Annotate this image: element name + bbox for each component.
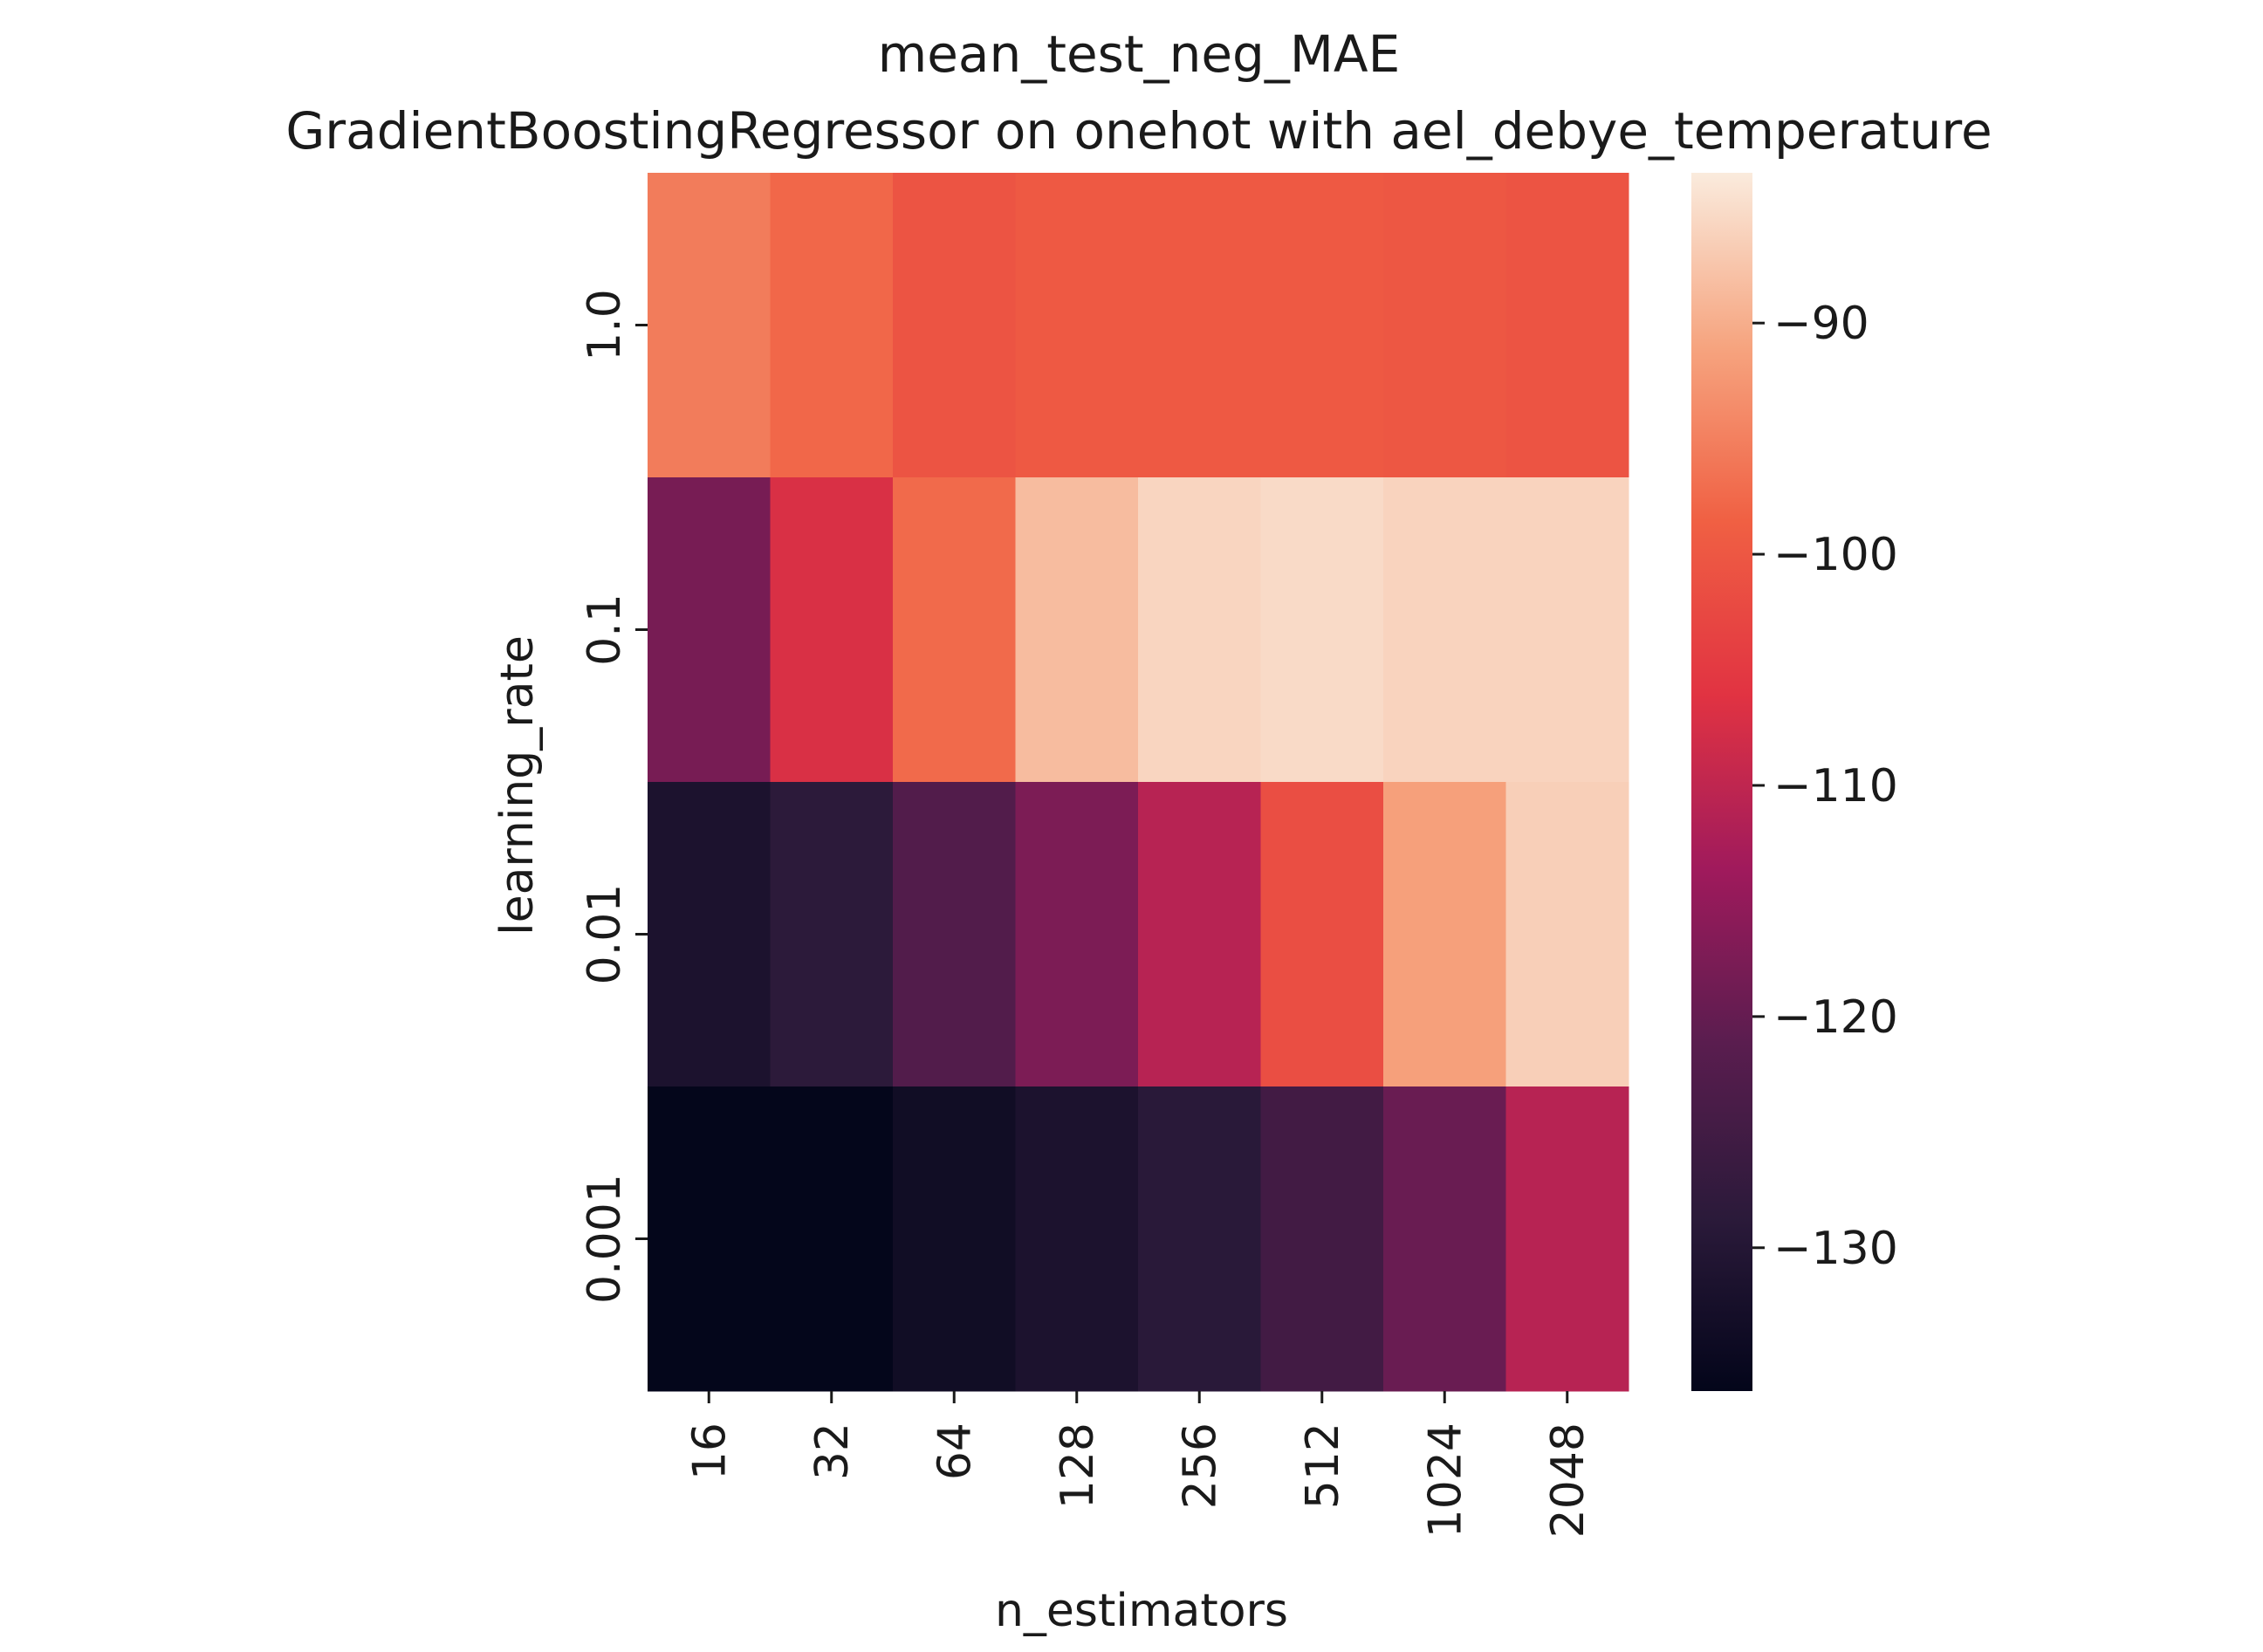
heatmap-cell xyxy=(1505,477,1629,783)
heatmap-cell xyxy=(1505,173,1629,478)
heatmap-cell xyxy=(648,782,771,1087)
x-tick-label: 32 xyxy=(806,1422,859,1480)
heatmap-cell xyxy=(1383,173,1506,478)
x-tick-label: 256 xyxy=(1174,1422,1226,1509)
colorbar-tick-label: −110 xyxy=(1773,760,1898,812)
y-tick-label: 0.01 xyxy=(579,884,631,985)
heatmap-cell xyxy=(1015,477,1139,783)
heatmap-cell xyxy=(1505,782,1629,1087)
heatmap-cell xyxy=(1260,173,1384,478)
chart-subtitle: GradientBoostingRegressor on onehot with… xyxy=(285,101,1992,161)
heatmap-cell xyxy=(770,173,894,478)
heatmap-cell xyxy=(1383,1086,1506,1392)
colorbar-ticks: −90 −100 −110 −120 −130 xyxy=(1752,298,1898,1275)
colorbar-tick-label: −90 xyxy=(1773,298,1869,350)
heatmap-cell xyxy=(1015,782,1139,1087)
colorbar-tick-label: −100 xyxy=(1773,529,1898,581)
chart-title: mean_test_neg_MAE xyxy=(878,24,1401,84)
x-tick-label: 128 xyxy=(1052,1422,1104,1509)
x-tick-label: 1024 xyxy=(1419,1422,1471,1538)
heatmap-cell xyxy=(1260,477,1384,783)
x-tick-label: 64 xyxy=(929,1422,981,1480)
heatmap-cell xyxy=(770,782,894,1087)
y-axis-label: learning_rate xyxy=(491,635,544,936)
x-axis-label: n_estimators xyxy=(995,1585,1288,1637)
heatmap-cell xyxy=(1260,782,1384,1087)
heatmap-cell xyxy=(1138,782,1261,1087)
heatmap-cell xyxy=(1383,782,1506,1087)
heatmap-cell xyxy=(770,477,894,783)
colorbar xyxy=(1691,173,1752,1391)
heatmap-cell xyxy=(1138,477,1261,783)
y-axis: 1.0 0.1 0.01 0.001 xyxy=(579,289,648,1304)
heatmap-cell xyxy=(648,173,771,478)
y-tick-label: 0.1 xyxy=(579,593,631,666)
y-tick-label: 1.0 xyxy=(579,289,631,361)
x-tick-label: 512 xyxy=(1297,1422,1349,1509)
colorbar-tick-label: −130 xyxy=(1773,1223,1898,1275)
heatmap-cells xyxy=(648,173,1629,1392)
x-axis: 16 32 64 128 256 512 1024 2048 xyxy=(683,1391,1594,1538)
y-tick-label: 0.001 xyxy=(579,1174,631,1304)
heatmap-cell xyxy=(1505,1086,1629,1392)
x-tick-label: 16 xyxy=(683,1422,736,1480)
heatmap-cell xyxy=(1138,173,1261,478)
heatmap-cell xyxy=(1383,477,1506,783)
heatmap-cell xyxy=(1015,173,1139,478)
heatmap-cell xyxy=(1138,1086,1261,1392)
heatmap-cell xyxy=(770,1086,894,1392)
heatmap-cell xyxy=(893,173,1016,478)
heatmap-cell xyxy=(648,477,771,783)
heatmap-cell xyxy=(893,477,1016,783)
heatmap-cell xyxy=(1015,1086,1139,1392)
heatmap-cell xyxy=(1260,1086,1384,1392)
colorbar-tick-label: −120 xyxy=(1773,991,1898,1044)
heatmap-cell xyxy=(648,1086,771,1392)
heatmap-cell xyxy=(893,782,1016,1087)
heatmap-cell xyxy=(893,1086,1016,1392)
x-tick-label: 2048 xyxy=(1542,1422,1594,1538)
